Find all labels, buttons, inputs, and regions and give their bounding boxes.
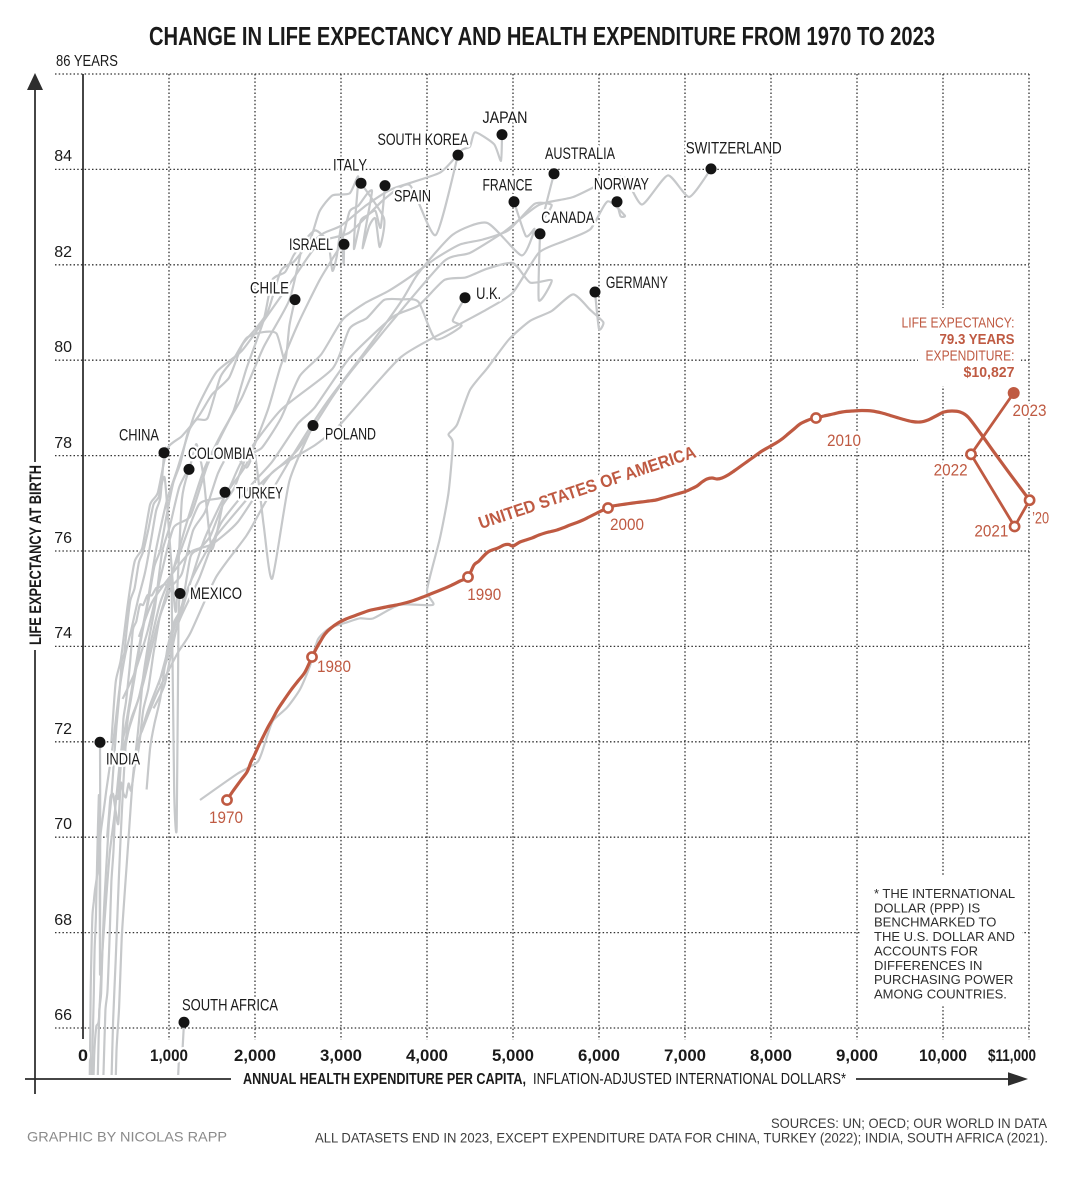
- svg-text:GERMANY: GERMANY: [606, 274, 668, 292]
- svg-text:INDIA: INDIA: [106, 751, 140, 769]
- svg-text:84: 84: [54, 148, 72, 165]
- svg-text:ACCOUNTS FOR: ACCOUNTS FOR: [874, 943, 978, 958]
- svg-text:1970: 1970: [209, 809, 243, 827]
- svg-text:BENCHMARKED TO: BENCHMARKED TO: [874, 915, 996, 930]
- svg-text:10,000: 10,000: [919, 1047, 967, 1065]
- svg-text:SPAIN: SPAIN: [394, 188, 431, 206]
- svg-text:0: 0: [78, 1047, 88, 1065]
- svg-text:AUSTRALIA: AUSTRALIA: [545, 145, 615, 163]
- svg-text:70: 70: [54, 816, 72, 833]
- svg-text:4,000: 4,000: [406, 1047, 448, 1065]
- svg-text:68: 68: [54, 912, 72, 929]
- svg-text:SOUTH AFRICA: SOUTH AFRICA: [182, 997, 278, 1015]
- svg-text:LIFE EXPECTANCY:: LIFE EXPECTANCY:: [902, 316, 1015, 332]
- svg-text:LIFE EXPECTANCY AT BIRTH: LIFE EXPECTANCY AT BIRTH: [27, 465, 45, 645]
- svg-text:$11,000: $11,000: [988, 1047, 1036, 1065]
- svg-text:80: 80: [54, 339, 72, 356]
- svg-text:2000: 2000: [610, 516, 644, 534]
- svg-text:GRAPHIC BY NICOLAS RAPP: GRAPHIC BY NICOLAS RAPP: [27, 1129, 227, 1145]
- svg-text:2021: 2021: [974, 523, 1008, 541]
- svg-text:DOLLAR (PPP) IS: DOLLAR (PPP) IS: [874, 900, 981, 915]
- svg-text:ALL DATASETS END IN 2023, EXCE: ALL DATASETS END IN 2023, EXCEPT EXPENDI…: [315, 1130, 1048, 1146]
- svg-text:POLAND: POLAND: [325, 426, 376, 444]
- svg-text:2010: 2010: [827, 432, 861, 450]
- svg-text:CHILE: CHILE: [250, 280, 289, 298]
- svg-text:74: 74: [54, 625, 72, 642]
- svg-text:$10,827: $10,827: [964, 365, 1015, 381]
- svg-text:PURCHASING POWER: PURCHASING POWER: [874, 972, 1013, 987]
- svg-text:2022: 2022: [934, 462, 968, 480]
- svg-text:78: 78: [54, 435, 72, 452]
- svg-text:3,000: 3,000: [320, 1047, 362, 1065]
- svg-text:79.3 YEARS: 79.3 YEARS: [940, 332, 1015, 348]
- svg-text:CHINA: CHINA: [119, 427, 159, 445]
- svg-text:MEXICO: MEXICO: [190, 585, 242, 603]
- svg-text:1980: 1980: [317, 658, 351, 676]
- svg-text:U.K.: U.K.: [476, 285, 501, 303]
- svg-text:86 YEARS: 86 YEARS: [56, 53, 118, 70]
- svg-text:* THE INTERNATIONAL: * THE INTERNATIONAL: [874, 886, 1015, 901]
- svg-text:72: 72: [54, 721, 72, 738]
- svg-text:DIFFERENCES IN: DIFFERENCES IN: [874, 958, 982, 973]
- svg-text:SWITZERLAND: SWITZERLAND: [686, 140, 782, 158]
- svg-text:CHANGE IN LIFE EXPECTANCY AND: CHANGE IN LIFE EXPECTANCY AND HEALTH EXP…: [149, 21, 935, 51]
- svg-text:CANADA: CANADA: [541, 209, 594, 227]
- svg-text:TURKEY: TURKEY: [236, 485, 283, 503]
- svg-text:9,000: 9,000: [836, 1047, 878, 1065]
- svg-text:JAPAN: JAPAN: [483, 109, 528, 127]
- svg-text:FRANCE: FRANCE: [483, 177, 533, 195]
- svg-text:2,000: 2,000: [234, 1047, 276, 1065]
- svg-text:’20: ’20: [1032, 510, 1049, 528]
- svg-text:SOURCES: UN; OECD; OUR WORLD I: SOURCES: UN; OECD; OUR WORLD IN DATA: [771, 1115, 1048, 1131]
- svg-text:THE U.S. DOLLAR AND: THE U.S. DOLLAR AND: [874, 929, 1015, 944]
- svg-text:NORWAY: NORWAY: [594, 175, 649, 193]
- svg-text:AMONG COUNTRIES.: AMONG COUNTRIES.: [874, 987, 1007, 1002]
- svg-text:66: 66: [54, 1007, 72, 1024]
- svg-text:5,000: 5,000: [492, 1047, 534, 1065]
- svg-text:ISRAEL: ISRAEL: [289, 236, 333, 254]
- svg-text:6,000: 6,000: [578, 1047, 620, 1065]
- svg-text:ANNUAL HEALTH EXPENDITURE PER: ANNUAL HEALTH EXPENDITURE PER CAPITA,: [243, 1071, 526, 1088]
- svg-text:76: 76: [54, 530, 72, 547]
- svg-text:1,000: 1,000: [150, 1047, 188, 1065]
- svg-text:SOUTH KOREA: SOUTH KOREA: [378, 131, 469, 149]
- svg-text:8,000: 8,000: [750, 1047, 792, 1065]
- svg-text:EXPENDITURE:: EXPENDITURE:: [926, 349, 1015, 365]
- svg-text:INFLATION-ADJUSTED INTERNATION: INFLATION-ADJUSTED INTERNATIONAL DOLLARS…: [533, 1071, 846, 1088]
- svg-text:1990: 1990: [467, 586, 501, 604]
- svg-text:ITALY: ITALY: [333, 156, 367, 174]
- svg-text:COLOMBIA: COLOMBIA: [188, 445, 254, 463]
- svg-text:7,000: 7,000: [664, 1047, 706, 1065]
- svg-text:82: 82: [54, 244, 72, 261]
- svg-text:2023: 2023: [1013, 402, 1047, 420]
